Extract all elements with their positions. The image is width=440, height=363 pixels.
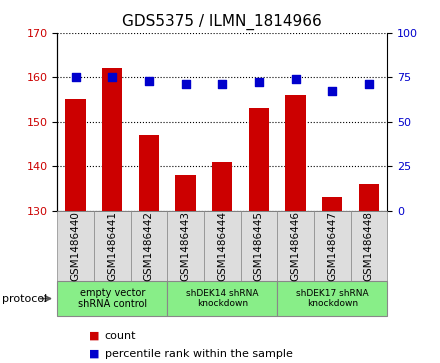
Point [219, 81, 226, 87]
Text: GSM1486448: GSM1486448 [364, 211, 374, 281]
Point [292, 76, 299, 82]
Text: GSM1486447: GSM1486447 [327, 211, 337, 281]
Text: GSM1486440: GSM1486440 [70, 211, 81, 281]
Text: protocol: protocol [2, 294, 48, 303]
Point [329, 89, 336, 94]
Bar [359, 184, 379, 211]
Bar [66, 99, 86, 211]
Text: shDEK14 shRNA
knockdown: shDEK14 shRNA knockdown [186, 289, 258, 308]
Bar [176, 175, 196, 211]
Text: GSM1486445: GSM1486445 [254, 211, 264, 281]
Text: GSM1486443: GSM1486443 [180, 211, 191, 281]
Text: GSM1486444: GSM1486444 [217, 211, 227, 281]
Bar [249, 108, 269, 211]
Text: GSM1486441: GSM1486441 [107, 211, 117, 281]
Point [365, 81, 372, 87]
Bar [322, 197, 342, 211]
Point [182, 81, 189, 87]
Title: GDS5375 / ILMN_1814966: GDS5375 / ILMN_1814966 [122, 14, 322, 30]
Bar [102, 68, 122, 211]
Text: GSM1486442: GSM1486442 [144, 211, 154, 281]
Text: ■: ■ [88, 331, 99, 341]
Text: shDEK17 shRNA
knockdown: shDEK17 shRNA knockdown [296, 289, 369, 308]
Text: GSM1486446: GSM1486446 [290, 211, 301, 281]
Text: ■: ■ [88, 349, 99, 359]
Bar [286, 95, 306, 211]
Bar [212, 162, 232, 211]
Point [255, 79, 262, 85]
Text: count: count [105, 331, 136, 341]
Text: empty vector
shRNA control: empty vector shRNA control [77, 288, 147, 309]
Text: percentile rank within the sample: percentile rank within the sample [105, 349, 293, 359]
Point [145, 78, 152, 83]
Bar [139, 135, 159, 211]
Point [72, 74, 79, 80]
Point [109, 74, 116, 80]
